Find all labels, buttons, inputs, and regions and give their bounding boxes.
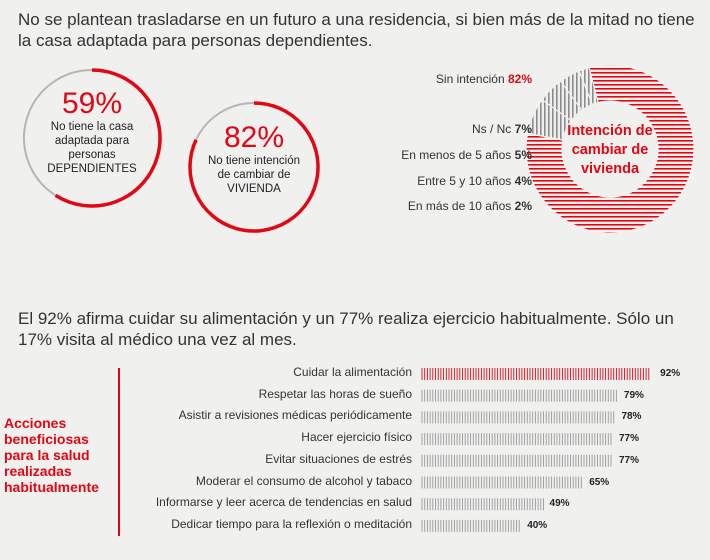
bar-category-label: Dedicar tiempo para la reflexión o medit… [171, 516, 412, 531]
bar-value-label: 79% [623, 389, 644, 401]
bar-category-label: Cuidar la alimentación [293, 365, 412, 379]
bar [421, 368, 650, 380]
bar [421, 433, 612, 446]
bar-category-label: Informarse y leer acerca de tendencias e… [155, 495, 412, 510]
pie-legend-item: En más de 10 años 2% [407, 199, 532, 213]
bar-value-label: 49% [549, 498, 570, 510]
ring-no-move-line2: de cambiar de [217, 169, 291, 181]
ring-no-move-line1: No tiene intención [207, 155, 301, 167]
bar [421, 519, 520, 532]
ring-no-move-track [195, 102, 254, 141]
ring-dependent-line2: adaptada para [54, 135, 130, 147]
ring-no-move-value: 82% [223, 121, 285, 154]
pie-slice [578, 66, 599, 106]
bar-category-label: Respetar las horas de sueño [258, 386, 412, 401]
ring-dependent-housing: 59% No tiene la casa adaptada para perso… [26, 88, 158, 176]
ring-dependent-arc [54, 68, 162, 208]
bar [421, 476, 582, 489]
bar-value-label: 77% [618, 454, 639, 466]
pie-slice [525, 64, 695, 234]
bar-value-label: 77% [618, 433, 639, 445]
ring-dependent-value: 59% [61, 87, 123, 120]
pie-legend-item: Sin intención 82% [435, 72, 532, 86]
pie-legend: Sin intención 82% Ns / Nc 7% En menos de… [330, 66, 532, 216]
bar-value-label: 92% [660, 368, 681, 379]
bar-value-label: 78% [621, 411, 642, 423]
actions-divider [118, 368, 120, 536]
ring-dependent-line1: No tiene la casa [50, 121, 134, 133]
bar-value-label: 65% [589, 476, 610, 488]
ring-no-move: 82% No tiene intención de cambiar de VIV… [186, 122, 322, 196]
bar-category-label: Hacer ejercicio físico [301, 430, 412, 445]
pie-legend-item: Ns / Nc 7% [471, 122, 532, 136]
pie-legend-item: Entre 5 y 10 años 4% [417, 174, 532, 188]
bar-category-label: Asistir a revisiones médicas periódicame… [178, 408, 412, 423]
ring-no-move-line3: VIVIENDA [227, 183, 281, 195]
bar [421, 411, 615, 424]
ring-dependent-track [23, 69, 92, 197]
bar-category-label: Moderar el consumo de alcohol y tabaco [195, 473, 412, 488]
pie-legend-item: En menos de 5 años 5% [401, 148, 532, 162]
actions-title: Acciones beneficiosas para la salud real… [4, 415, 99, 495]
bar [421, 389, 617, 402]
bar-value-label: 40% [527, 519, 548, 531]
ring-dependent-line4: DEPENDIENTES [47, 163, 137, 175]
bar-category-label: Evitar situaciones de estrés [265, 451, 412, 466]
ring-no-move-arc [188, 101, 320, 233]
headline-housing: No se plantean trasladarse en un futuro … [18, 10, 695, 50]
headline-health: El 92% afirma cuidar su alimentación y u… [18, 309, 674, 349]
ring-dependent-line3: personas [68, 149, 116, 161]
pie-center-title: Intención de cambiar de vivienda [567, 123, 653, 177]
bar [421, 454, 612, 467]
bar [421, 498, 544, 511]
